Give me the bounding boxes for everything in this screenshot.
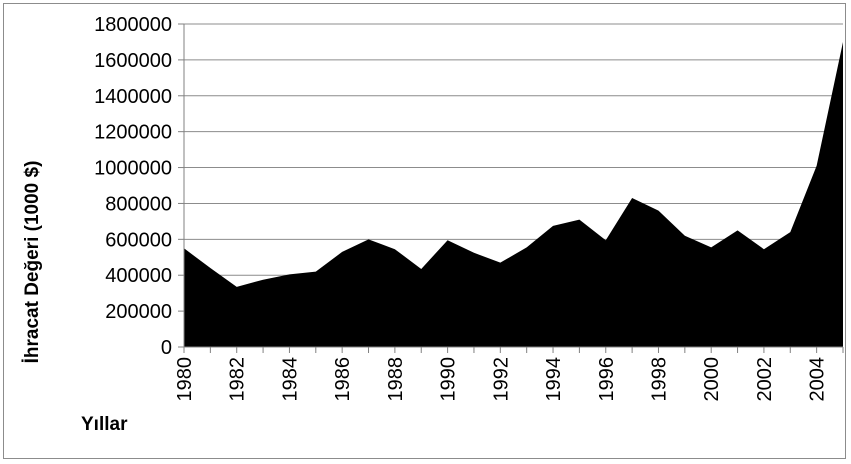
x-tick-label: 1982 (227, 357, 249, 402)
y-tick-label: 400000 (105, 265, 172, 287)
y-tick-label: 1800000 (94, 14, 172, 36)
y-axis-title: İhracat Değeri (1000 $) (22, 161, 43, 364)
chart-frame (3, 3, 846, 459)
x-axis-ticks: 1980 1982 1984 1986 1988 1990 1992 1994 1996 1998… (174, 347, 844, 402)
x-tick-label: 1986 (332, 357, 354, 402)
y-tick-label: 0 (161, 337, 172, 359)
x-tick-label: 1994 (543, 357, 565, 402)
y-tick-label: 1600000 (94, 50, 172, 72)
y-axis-ticks: 0 200000 400000 600000 800000 1000000 1200000 1… (94, 14, 184, 359)
x-tick-label: 1992 (490, 357, 512, 402)
x-tick-label: 1984 (279, 357, 301, 402)
export-value-area (184, 41, 843, 347)
x-tick-label: 1980 (174, 357, 196, 402)
y-tick-label: 600000 (105, 229, 172, 251)
y-tick-label: 1200000 (94, 122, 172, 144)
x-tick-label: 2004 (807, 357, 829, 402)
x-tick-label: 1988 (385, 357, 407, 402)
y-tick-label: 1000000 (94, 158, 172, 180)
x-tick-label: 2002 (754, 357, 776, 402)
y-tick-label: 200000 (105, 301, 172, 323)
x-tick-label: 2000 (701, 357, 723, 402)
x-tick-label: 1990 (438, 357, 460, 402)
y-tick-label: 1400000 (94, 86, 172, 108)
x-axis-title: Yıllar (81, 414, 128, 435)
x-tick-label: 1996 (596, 357, 618, 402)
y-tick-label: 800000 (105, 193, 172, 215)
x-tick-label: 1998 (648, 357, 670, 402)
